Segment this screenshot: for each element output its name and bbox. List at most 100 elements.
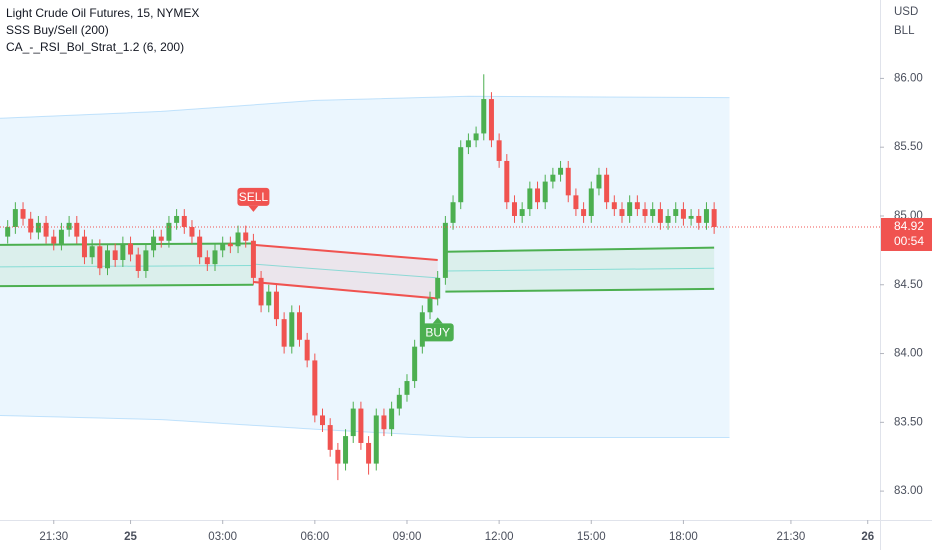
candle-body bbox=[588, 188, 594, 216]
candle-body bbox=[235, 232, 241, 247]
chart-title: Light Crude Oil Futures, 15, NYMEX bbox=[6, 6, 199, 20]
y-tick-label: 84.00 bbox=[894, 348, 923, 360]
sell-signal: SELL bbox=[237, 187, 270, 212]
candle-body bbox=[105, 250, 111, 269]
candle-body bbox=[335, 449, 341, 464]
candle-body bbox=[634, 202, 640, 210]
y-tick-label: 84.50 bbox=[894, 279, 923, 291]
signal-label: SELL bbox=[239, 190, 269, 204]
x-tick-label: 18:00 bbox=[669, 531, 698, 543]
candle-body bbox=[473, 133, 479, 141]
candle-body bbox=[66, 222, 72, 230]
candle-body bbox=[511, 202, 517, 216]
candle-body bbox=[166, 222, 172, 241]
buy-signal: BUY bbox=[421, 317, 454, 342]
candle-body bbox=[673, 209, 679, 216]
candle-body bbox=[650, 209, 656, 216]
candle-body bbox=[181, 215, 187, 227]
candle-body bbox=[527, 188, 533, 210]
price-tag-label: 84.92 bbox=[894, 219, 924, 233]
candle-body bbox=[296, 312, 302, 340]
candle-body bbox=[504, 160, 510, 203]
candle-body bbox=[450, 202, 456, 223]
band-mid bbox=[253, 263, 438, 279]
candle-body bbox=[665, 215, 671, 223]
candle-body bbox=[657, 209, 663, 223]
candle-body bbox=[112, 250, 118, 260]
candle-body bbox=[611, 202, 617, 210]
candle-body bbox=[688, 215, 694, 219]
band-fill bbox=[0, 243, 254, 287]
candle-body bbox=[358, 408, 364, 443]
signal-box bbox=[237, 187, 270, 206]
unit-label: BLL bbox=[894, 25, 915, 37]
candle-body bbox=[51, 236, 57, 244]
x-tick-label: 03:00 bbox=[208, 531, 237, 543]
candle-body bbox=[266, 291, 272, 306]
candle-body bbox=[573, 195, 579, 210]
candle-body bbox=[496, 140, 502, 161]
band-upper bbox=[0, 242, 254, 246]
signal-label: BUY bbox=[425, 326, 450, 340]
candle-body bbox=[74, 222, 80, 237]
candle-body bbox=[381, 415, 387, 430]
band-upper bbox=[445, 246, 715, 253]
x-tick-label: 25 bbox=[124, 531, 137, 543]
candle-body bbox=[227, 243, 233, 247]
candle-body bbox=[28, 218, 34, 233]
candle-body bbox=[43, 222, 49, 237]
y-tick-label: 85.50 bbox=[894, 141, 923, 153]
candle-body bbox=[35, 222, 41, 233]
band-upper bbox=[253, 243, 438, 261]
candle-body bbox=[596, 174, 602, 189]
candle-body bbox=[212, 250, 218, 265]
x-tick-label: 06:00 bbox=[300, 531, 329, 543]
candle-body bbox=[128, 243, 134, 255]
candle-body bbox=[350, 408, 356, 437]
candle-body bbox=[20, 209, 26, 219]
currency-label: USD bbox=[894, 6, 918, 18]
indicator-label: CA_-_RSI_Bol_Strat_1.2 (6, 200) bbox=[6, 40, 184, 54]
candle-body bbox=[281, 319, 287, 347]
candle-body bbox=[627, 202, 633, 216]
candle-body bbox=[273, 291, 279, 320]
band-mid bbox=[0, 265, 254, 268]
envelope-upper bbox=[0, 95, 730, 119]
candle-body bbox=[680, 209, 686, 219]
candle-body bbox=[120, 243, 126, 260]
candle-body bbox=[258, 277, 264, 306]
candle-body bbox=[220, 243, 226, 251]
band-lower bbox=[253, 281, 438, 300]
candle-body bbox=[542, 181, 548, 203]
band-lower bbox=[445, 287, 715, 293]
x-tick-label: 09:00 bbox=[393, 531, 422, 543]
candle-body bbox=[204, 257, 210, 265]
signal-pointer bbox=[432, 317, 443, 324]
candle-body bbox=[143, 250, 149, 272]
candle-body bbox=[304, 339, 310, 361]
candle-body bbox=[189, 226, 195, 237]
candle-body bbox=[604, 174, 610, 203]
band-fill bbox=[253, 244, 438, 299]
candle-body bbox=[642, 209, 648, 216]
candle-body bbox=[442, 222, 448, 278]
x-tick-label: 12:00 bbox=[485, 531, 514, 543]
candle-body bbox=[97, 246, 103, 269]
plot-area: SELL BUY bbox=[0, 74, 880, 481]
candle-body bbox=[481, 99, 487, 134]
candle-body bbox=[158, 236, 164, 241]
candle-body bbox=[465, 140, 471, 148]
x-tick-label: 21:30 bbox=[39, 531, 68, 543]
y-tick-label: 83.00 bbox=[894, 485, 923, 497]
candle-body bbox=[151, 236, 157, 251]
candle-body bbox=[58, 229, 64, 244]
candle-body bbox=[412, 346, 418, 382]
signal-pointer bbox=[248, 205, 259, 212]
candle-body bbox=[581, 209, 587, 216]
candle-body bbox=[558, 167, 564, 175]
candle-body bbox=[488, 99, 494, 141]
band-lower bbox=[0, 283, 254, 288]
countdown-label: 00:54 bbox=[894, 234, 924, 248]
candle-body bbox=[711, 209, 717, 227]
